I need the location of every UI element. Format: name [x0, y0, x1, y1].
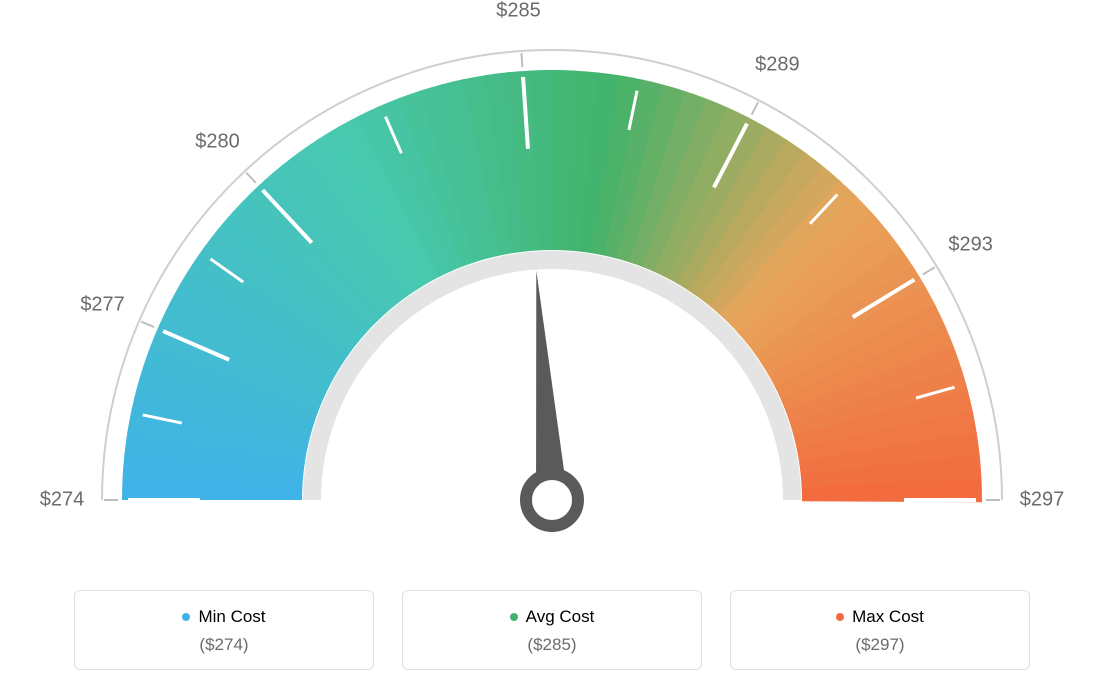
cost-gauge-chart: $274 $277 $280 $285 $289 $293 $297 Min Cost ($… [0, 0, 1104, 690]
dot-icon [182, 613, 190, 621]
legend-label-avg: Avg Cost [510, 607, 595, 627]
gauge-outer-tick [521, 53, 522, 67]
dot-icon [510, 613, 518, 621]
gauge-outer-tick [752, 102, 758, 114]
gauge-outer-tick [141, 322, 154, 328]
legend-card-avg: Avg Cost ($285) [402, 590, 702, 670]
legend-label-min: Min Cost [182, 607, 265, 627]
gauge-tick-label: $277 [80, 293, 125, 316]
gauge-tick-label: $289 [755, 53, 800, 76]
legend-row: Min Cost ($274) Avg Cost ($285) Max Cost… [0, 590, 1104, 670]
gauge-outer-tick [246, 173, 256, 183]
gauge-outer-tick [923, 267, 935, 274]
legend-label-text: Max Cost [852, 607, 924, 627]
gauge: $274 $277 $280 $285 $289 $293 $297 [0, 0, 1104, 570]
gauge-tick-label: $280 [195, 130, 240, 153]
gauge-svg [0, 0, 1104, 570]
legend-card-min: Min Cost ($274) [74, 590, 374, 670]
gauge-hub [526, 474, 578, 526]
legend-label-text: Min Cost [198, 607, 265, 627]
legend-value-max: ($297) [743, 635, 1017, 655]
legend-label-text: Avg Cost [526, 607, 595, 627]
legend-card-max: Max Cost ($297) [730, 590, 1030, 670]
gauge-tick-label: $297 [1020, 489, 1065, 512]
legend-value-avg: ($285) [415, 635, 689, 655]
legend-label-max: Max Cost [836, 607, 924, 627]
gauge-tick-label: $285 [496, 0, 541, 23]
gauge-tick-label: $293 [948, 234, 993, 257]
legend-value-min: ($274) [87, 635, 361, 655]
dot-icon [836, 613, 844, 621]
gauge-tick-label: $274 [40, 489, 85, 512]
